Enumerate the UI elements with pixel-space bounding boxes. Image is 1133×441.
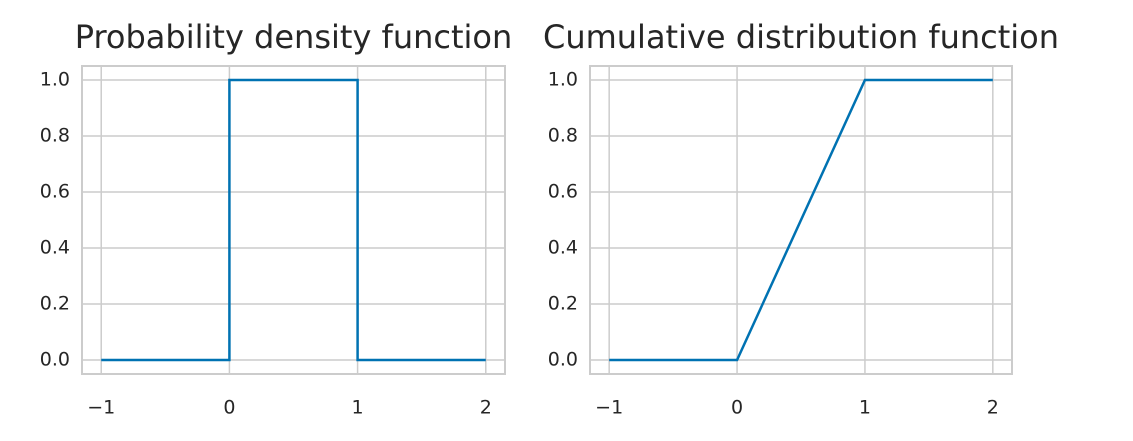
- y-tick-label: 1.0: [40, 69, 70, 91]
- line: [101, 78, 486, 362]
- chart-title: Cumulative distribution function: [543, 18, 1059, 56]
- y-tick-label: 0.2: [548, 293, 578, 315]
- y-tick-label: 0.8: [40, 125, 70, 147]
- x-tick-label: −1: [87, 397, 115, 419]
- plot-frame: [81, 65, 506, 375]
- y-tick-label: 0.4: [40, 237, 70, 259]
- x-tick-label: 1: [859, 397, 871, 419]
- x-tick-label: −1: [595, 397, 623, 419]
- line: [609, 78, 993, 362]
- y-tick-label: 0.2: [40, 293, 70, 315]
- chart-title: Probability density function: [75, 18, 513, 56]
- y-tick-label: 1.0: [548, 69, 578, 91]
- plot-frame: [589, 65, 1013, 375]
- x-tick-label: 0: [731, 397, 743, 419]
- y-tick-label: 0.6: [548, 181, 578, 203]
- x-tick-label: 2: [480, 397, 492, 419]
- x-tick-label: 0: [223, 397, 235, 419]
- y-tick-label: 0.4: [548, 237, 578, 259]
- y-tick-label: 0.8: [548, 125, 578, 147]
- x-tick-label: 1: [352, 397, 364, 419]
- y-tick-label: 0.0: [548, 349, 578, 371]
- y-tick-label: 0.0: [40, 349, 70, 371]
- x-tick-label: 2: [987, 397, 999, 419]
- y-tick-label: 0.6: [40, 181, 70, 203]
